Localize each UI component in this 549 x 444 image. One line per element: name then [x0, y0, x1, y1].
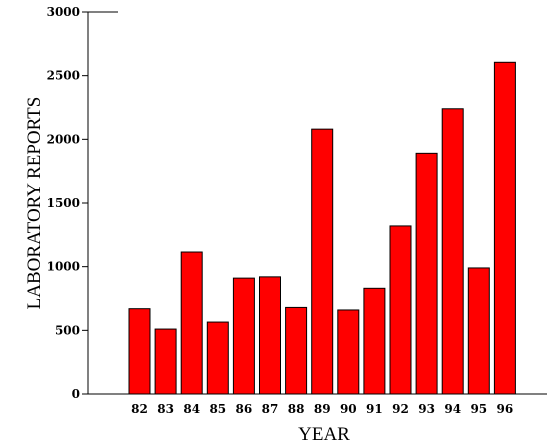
bar-87 [259, 276, 281, 395]
x-ticks: 82 83 84 85 86 87 88 89 90 91 92 93 94 95 96 [131, 402, 513, 416]
bar-95 [467, 267, 490, 395]
x-axis-title: YEAR [298, 424, 350, 444]
bar-93 [415, 152, 438, 395]
x-tick-label: 83 [157, 402, 174, 416]
x-tick-label: 90 [340, 402, 357, 416]
y-tick-label: 0 [72, 387, 80, 401]
x-tick-label: 88 [288, 402, 305, 416]
x-tick-label: 84 [183, 402, 200, 416]
x-tick-label: 82 [131, 402, 148, 416]
bar-84 [180, 251, 203, 395]
y-tick-label: 2500 [47, 69, 80, 83]
bar-85 [206, 321, 229, 395]
y-tick-label: 500 [55, 323, 80, 337]
x-tick-label: 91 [366, 402, 383, 416]
bar-88 [285, 306, 308, 395]
y-tick-label: 2000 [47, 132, 80, 146]
x-tick-label: 85 [209, 402, 226, 416]
bar-82 [128, 308, 151, 395]
y-tick-label: 1000 [47, 260, 80, 274]
bar-86 [232, 277, 255, 395]
x-tick-label: 92 [392, 402, 409, 416]
x-tick-label: 94 [444, 402, 461, 416]
x-tick-label: 87 [262, 402, 279, 416]
bar-92 [389, 225, 412, 395]
x-tick-label: 89 [314, 402, 331, 416]
bar-96 [493, 61, 516, 395]
bars [128, 61, 516, 395]
y-tick-label: 3000 [47, 5, 80, 19]
bar-90 [337, 309, 360, 395]
bar-94 [441, 108, 464, 395]
bar-89 [311, 128, 334, 395]
y-tick-label: 1500 [47, 196, 80, 210]
x-tick-label: 86 [236, 402, 253, 416]
y-ticks: 0 500 1000 1500 2000 2500 3000 [47, 5, 88, 401]
bar-91 [363, 287, 386, 395]
bar-83 [154, 328, 177, 395]
y-axis-title: LABORATORY REPORTS [24, 97, 45, 310]
x-tick-label: 96 [497, 402, 514, 416]
x-tick-label: 95 [470, 402, 487, 416]
x-tick-label: 93 [418, 402, 435, 416]
